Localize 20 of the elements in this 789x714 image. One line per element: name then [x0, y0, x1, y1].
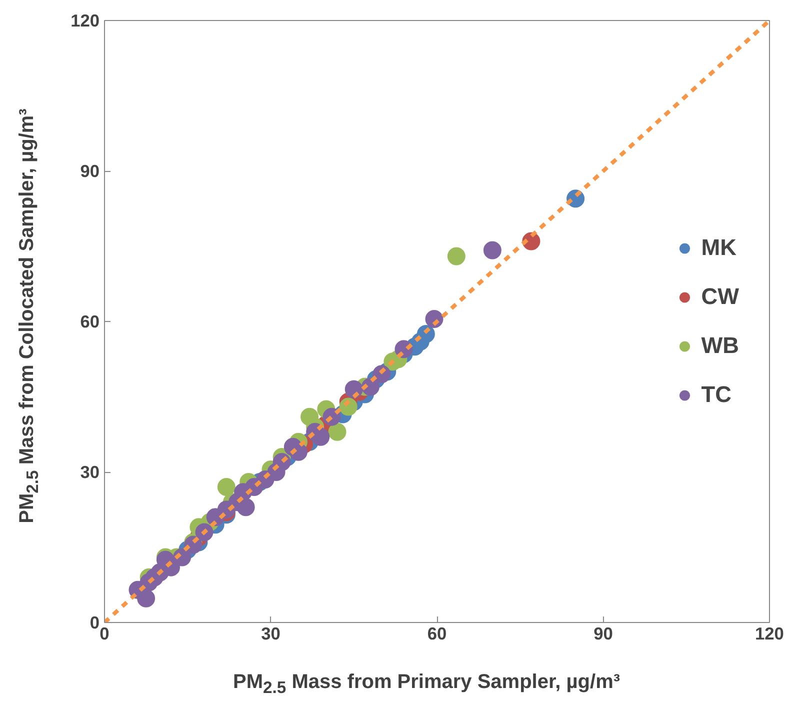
point	[236, 498, 255, 516]
point	[312, 428, 330, 446]
point	[217, 478, 236, 496]
point	[483, 241, 502, 260]
x-tick-label: 90	[594, 624, 613, 644]
point	[447, 247, 466, 266]
x-tick-label: 120	[755, 624, 784, 644]
x-axis-title: PM$_{2.5}$ Mass from Primary Sampler, µg/m³	[232, 670, 622, 699]
y-tick-label: 60	[80, 312, 100, 332]
y-tick-label: 30	[80, 462, 100, 482]
legend-label: CW	[701, 283, 739, 310]
legend-label: WB	[701, 332, 739, 359]
y-tick-label: 120	[70, 10, 100, 30]
point	[137, 589, 156, 608]
y-tick-label: 90	[80, 161, 100, 181]
x-tick-label: 60	[427, 624, 447, 644]
legend-label: TC	[701, 381, 732, 408]
point	[328, 422, 346, 441]
legend-label: MK	[701, 234, 736, 261]
x-tick-label: 30	[261, 624, 280, 644]
